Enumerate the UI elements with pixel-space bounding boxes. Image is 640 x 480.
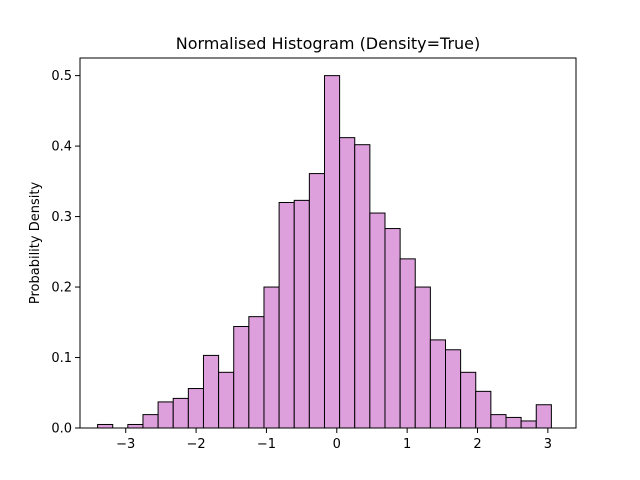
histogram-bar (323, 75, 341, 429)
y-tick-label: 0.1 (51, 351, 72, 366)
histogram-bar (248, 316, 265, 429)
histogram-bar (339, 137, 356, 429)
x-tick-label: 0 (333, 437, 341, 452)
y-tick-label: 0.4 (51, 140, 72, 155)
y-tick-label: 0.3 (51, 210, 72, 225)
y-axis-ticks: 0.0 0.1 0.2 0.3 0.4 0.5 (51, 69, 80, 437)
x-tick-label: −2 (186, 437, 205, 452)
histogram-bars (97, 75, 552, 429)
y-tick-label: 0.0 (51, 422, 72, 437)
histogram-bar (399, 258, 416, 429)
histogram-bar (218, 371, 235, 429)
histogram-bar (384, 228, 401, 429)
x-tick-label: 1 (403, 437, 411, 452)
histogram-bar (460, 371, 477, 429)
histogram-bar (505, 416, 522, 429)
histogram-bar (263, 286, 280, 429)
histogram-bar (187, 388, 204, 429)
x-tick-label: 3 (544, 437, 552, 452)
histogram-bar (429, 339, 446, 429)
y-tick-label: 0.5 (51, 69, 72, 84)
histogram-bar (444, 349, 462, 429)
histogram-bar (127, 423, 144, 429)
x-tick-label: 2 (473, 437, 481, 452)
y-axis-label: Probability Density (28, 182, 43, 305)
histogram-bar (157, 401, 174, 429)
histogram-bar (369, 212, 386, 429)
histogram-bar (475, 390, 492, 429)
x-tick-label: −1 (257, 437, 276, 452)
chart-title: Normalised Histogram (Density=True) (176, 34, 481, 53)
histogram-bar (278, 201, 295, 429)
histogram-bar (490, 414, 507, 429)
histogram-bar (293, 199, 310, 429)
plot-frame (79, 57, 577, 429)
y-tick-label: 0.2 (51, 281, 72, 296)
x-tick-label: −3 (116, 437, 135, 452)
histogram-bar (97, 423, 114, 429)
histogram-bar (142, 414, 159, 429)
histogram-bar (414, 286, 431, 429)
histogram-bar (172, 397, 189, 429)
x-axis-ticks: −3 −2 −1 0 1 2 3 (116, 428, 552, 452)
histogram-bar (233, 326, 250, 429)
histogram-bar (202, 354, 220, 429)
histogram-bar (354, 144, 371, 429)
histogram-bar (308, 173, 325, 429)
histogram-bar (535, 404, 552, 429)
histogram-bar (520, 420, 537, 429)
